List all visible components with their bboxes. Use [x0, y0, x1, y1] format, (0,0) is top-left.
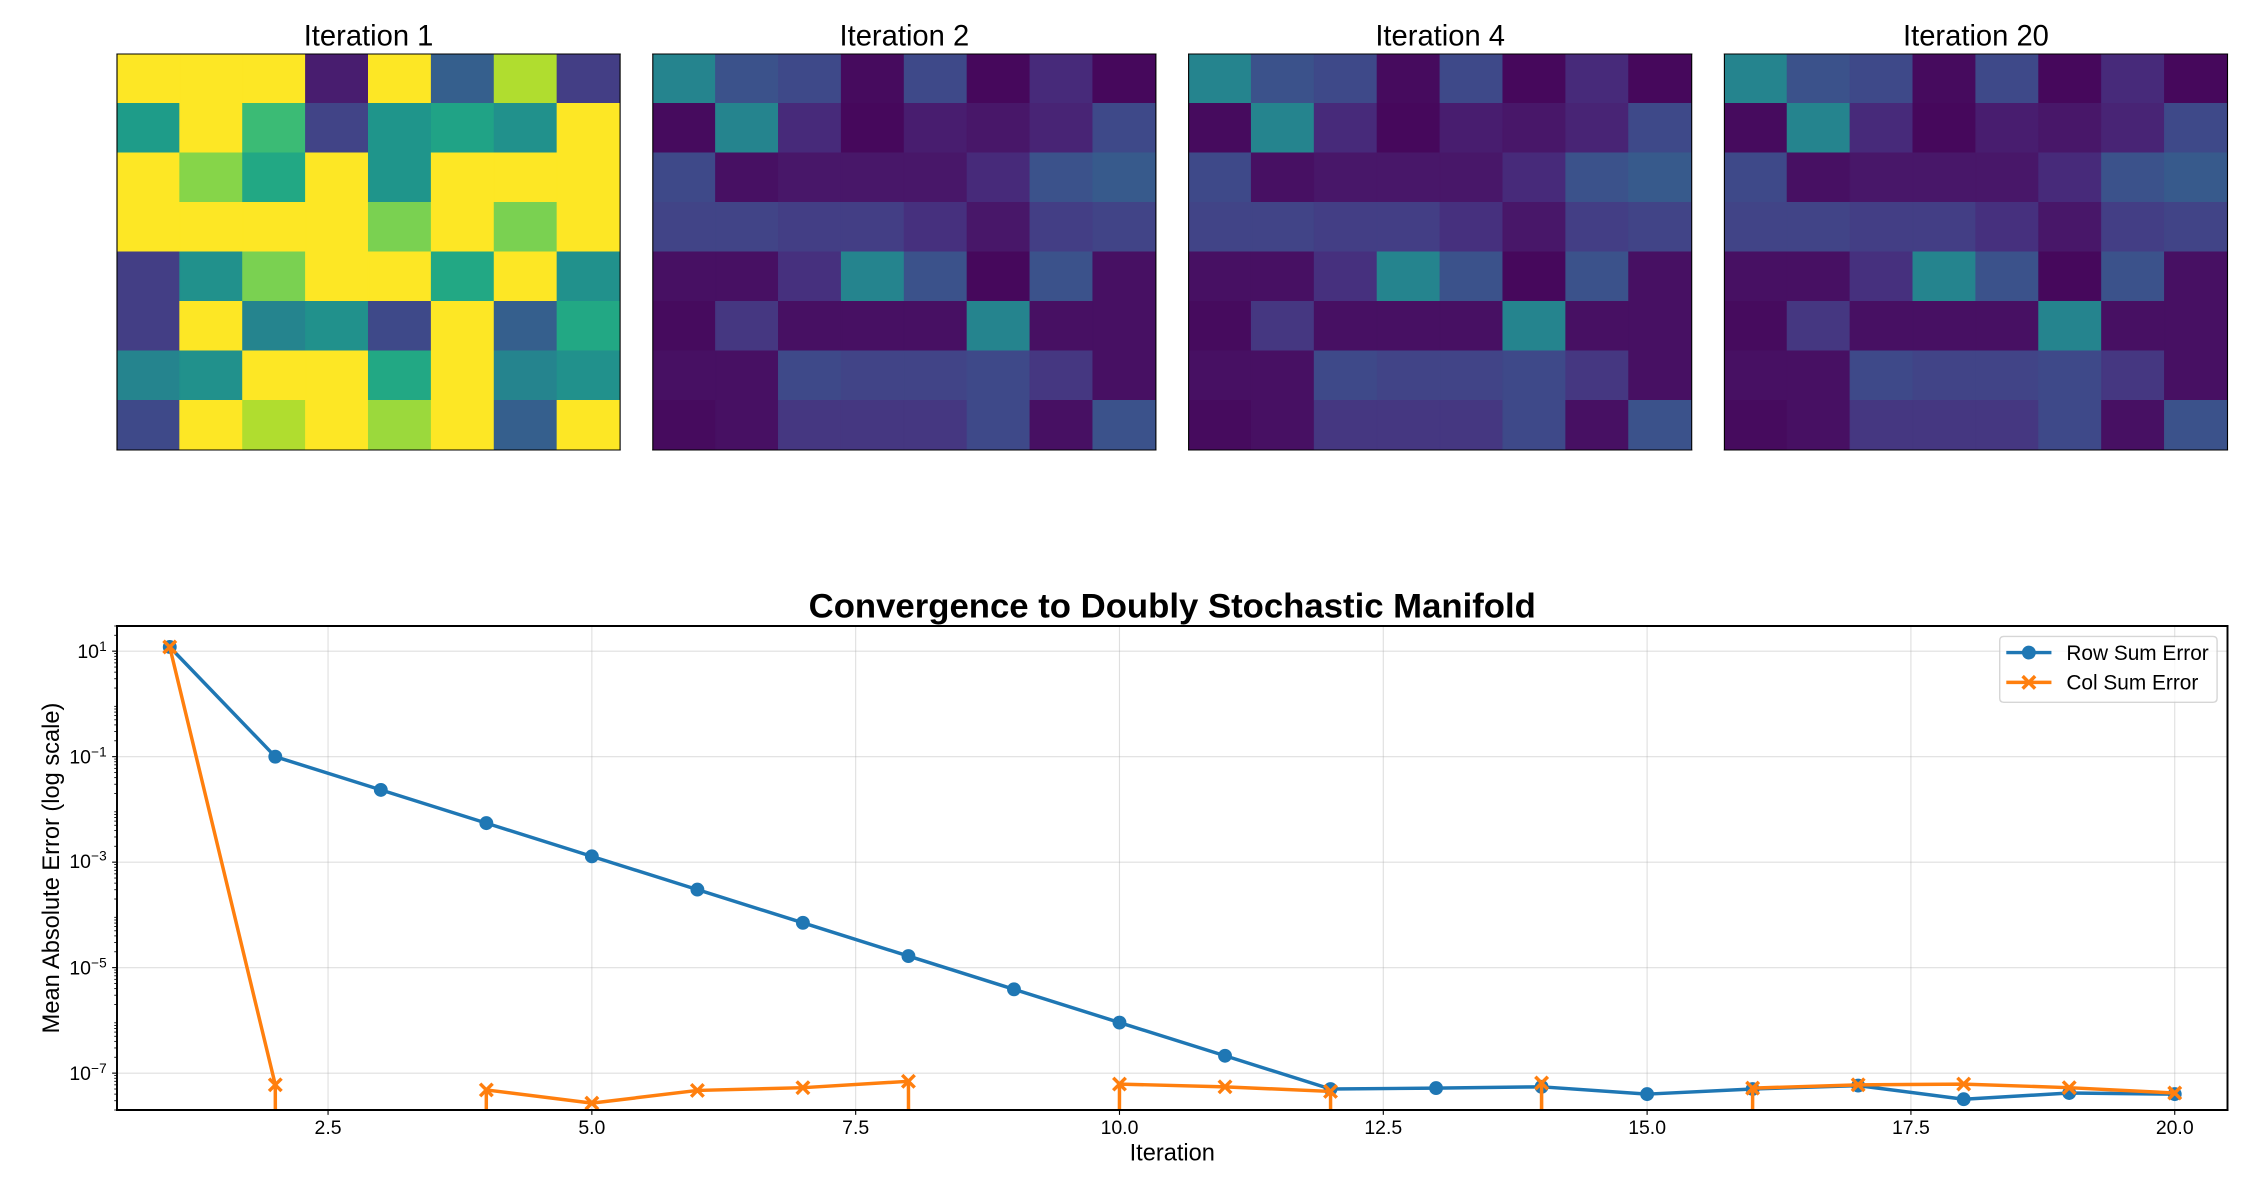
svg-text:Convergence to Doubly Stochast: Convergence to Doubly Stochastic Manifol…: [809, 588, 1536, 626]
svg-text:1 0 1: 1 0 1: [77, 638, 106, 663]
svg-text:Mean Absolute Error (log scale: Mean Absolute Error (log scale): [39, 703, 65, 1034]
svg-text:20.0: 20.0: [2156, 1117, 2194, 1139]
svg-text:5.0: 5.0: [578, 1117, 605, 1139]
svg-text:Col Sum Error: Col Sum Error: [2066, 672, 2198, 695]
svg-text:2.5: 2.5: [315, 1117, 342, 1139]
svg-text:Iteration 1: Iteration 1: [304, 21, 434, 53]
svg-text:17.5: 17.5: [1892, 1117, 1930, 1139]
svg-text:7.5: 7.5: [842, 1117, 869, 1139]
svg-text:Iteration 4: Iteration 4: [1375, 21, 1505, 53]
svg-text:10.0: 10.0: [1101, 1117, 1139, 1139]
svg-text:Iteration 2: Iteration 2: [840, 21, 970, 53]
svg-text:15.0: 15.0: [1628, 1117, 1666, 1139]
svg-text:12.5: 12.5: [1364, 1117, 1402, 1139]
svg-text:Row Sum Error: Row Sum Error: [2066, 642, 2208, 665]
svg-text:Iteration 20: Iteration 20: [1903, 21, 2049, 53]
svg-text:Iteration: Iteration: [1130, 1141, 1215, 1167]
